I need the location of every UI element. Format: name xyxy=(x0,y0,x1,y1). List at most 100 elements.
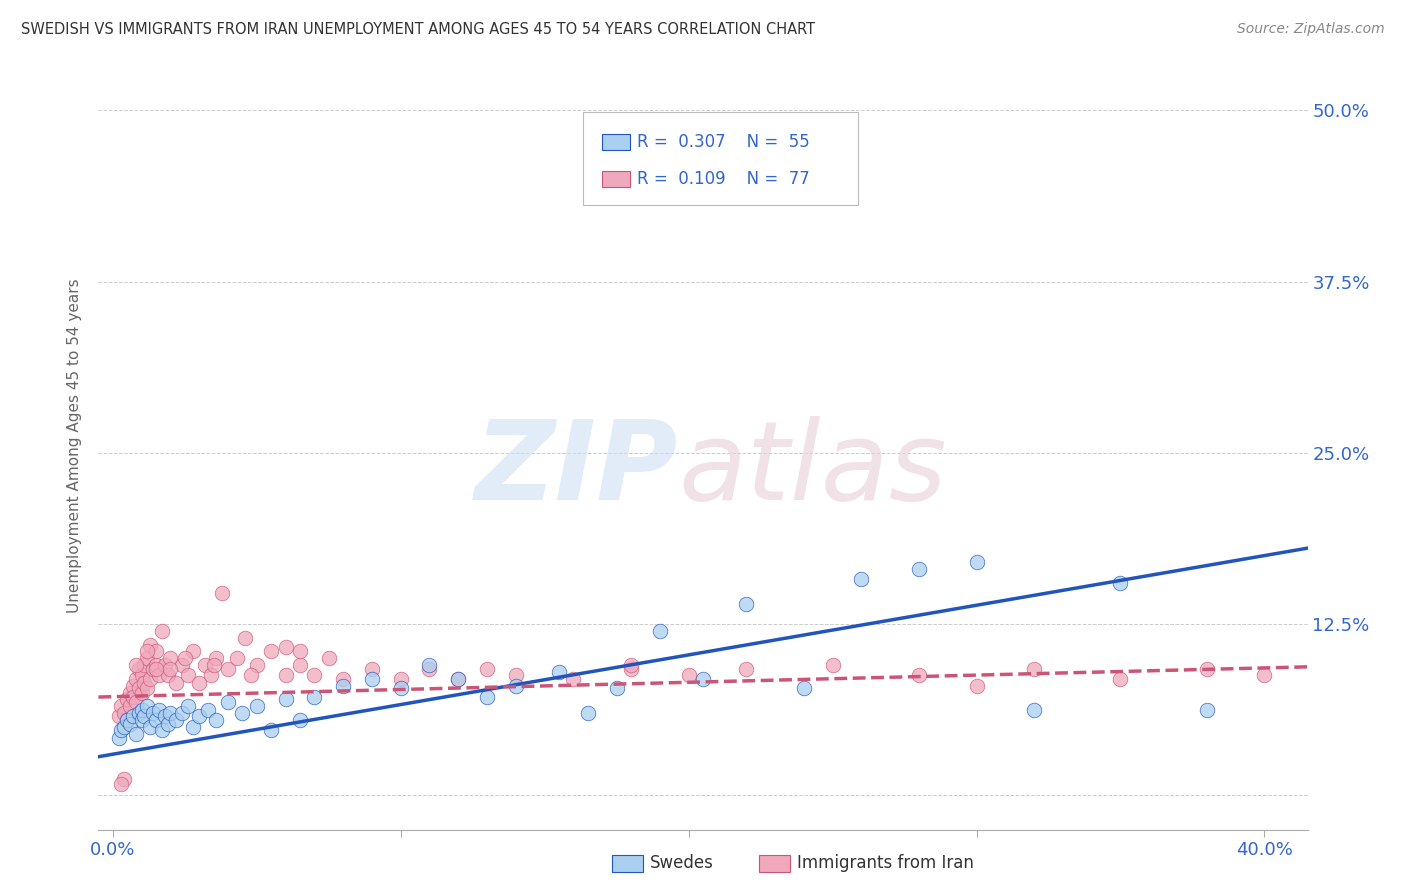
Point xyxy=(159,706,181,720)
Point xyxy=(134,676,156,690)
Point xyxy=(128,681,150,696)
Point xyxy=(150,624,173,638)
Point xyxy=(188,709,211,723)
Point xyxy=(139,638,162,652)
Point xyxy=(288,658,311,673)
Point xyxy=(233,631,256,645)
Point xyxy=(1253,667,1275,681)
Point xyxy=(134,658,156,673)
Point xyxy=(112,772,135,786)
Point xyxy=(145,644,167,658)
Text: SWEDISH VS IMMIGRANTS FROM IRAN UNEMPLOYMENT AMONG AGES 45 TO 54 YEARS CORRELATI: SWEDISH VS IMMIGRANTS FROM IRAN UNEMPLOY… xyxy=(21,22,815,37)
Point xyxy=(134,709,156,723)
Point xyxy=(475,662,498,676)
Point xyxy=(288,644,311,658)
Point xyxy=(548,665,571,679)
Point xyxy=(240,667,263,681)
Point xyxy=(389,681,412,696)
Point xyxy=(125,672,148,686)
Point xyxy=(139,720,162,734)
Point xyxy=(217,662,239,676)
Point xyxy=(136,651,159,665)
Point xyxy=(260,644,283,658)
Point xyxy=(1195,662,1218,676)
Point xyxy=(122,690,145,704)
Point xyxy=(288,713,311,727)
Point xyxy=(606,681,628,696)
Point xyxy=(110,699,132,714)
Point xyxy=(136,681,159,696)
Point xyxy=(908,562,931,576)
Point xyxy=(120,699,142,714)
Point xyxy=(125,726,148,740)
Point xyxy=(173,651,195,665)
Point xyxy=(128,706,150,720)
Point xyxy=(735,158,758,172)
Point xyxy=(821,658,844,673)
Point xyxy=(274,640,297,655)
Text: Immigrants from Iran: Immigrants from Iran xyxy=(797,855,974,872)
Text: Swedes: Swedes xyxy=(650,855,713,872)
Text: atlas: atlas xyxy=(679,416,948,523)
Point xyxy=(205,713,228,727)
Point xyxy=(110,723,132,737)
Text: ZIP: ZIP xyxy=(475,416,679,523)
Point xyxy=(475,690,498,704)
Point xyxy=(1195,703,1218,717)
Point xyxy=(197,703,219,717)
Point xyxy=(620,658,643,673)
Point xyxy=(966,556,988,570)
Point xyxy=(142,662,165,676)
Point xyxy=(148,667,170,681)
Point xyxy=(112,720,135,734)
Point xyxy=(304,667,326,681)
Point xyxy=(142,706,165,720)
Point xyxy=(260,723,283,737)
Point xyxy=(576,706,599,720)
Point xyxy=(112,706,135,720)
Point xyxy=(156,717,179,731)
Point xyxy=(194,658,217,673)
Point xyxy=(183,720,205,734)
Point xyxy=(125,658,148,673)
Point xyxy=(145,713,167,727)
Point xyxy=(648,624,671,638)
Point xyxy=(418,658,440,673)
Point xyxy=(165,676,187,690)
Point xyxy=(183,644,205,658)
Point xyxy=(136,699,159,714)
Point xyxy=(159,651,181,665)
Point xyxy=(225,651,247,665)
Point xyxy=(274,692,297,706)
Point xyxy=(851,572,873,586)
Point xyxy=(188,676,211,690)
Point xyxy=(150,723,173,737)
Point xyxy=(217,695,239,709)
Point xyxy=(304,690,326,704)
Point xyxy=(735,662,758,676)
Point xyxy=(153,658,176,673)
Point xyxy=(793,681,815,696)
Point xyxy=(908,667,931,681)
Point xyxy=(205,651,228,665)
Point xyxy=(735,597,758,611)
Point xyxy=(159,662,181,676)
Point xyxy=(200,667,222,681)
Point xyxy=(231,706,253,720)
Point xyxy=(120,685,142,699)
Point xyxy=(418,662,440,676)
Point xyxy=(131,703,153,717)
Point xyxy=(1109,672,1132,686)
Point xyxy=(361,672,384,686)
Point xyxy=(122,709,145,723)
Point xyxy=(332,672,354,686)
Point xyxy=(176,699,198,714)
Point xyxy=(110,777,132,791)
Point xyxy=(620,662,643,676)
Point xyxy=(125,695,148,709)
Point xyxy=(165,713,187,727)
Point xyxy=(211,585,233,599)
Point xyxy=(274,667,297,681)
Point xyxy=(332,679,354,693)
Point xyxy=(1022,703,1045,717)
